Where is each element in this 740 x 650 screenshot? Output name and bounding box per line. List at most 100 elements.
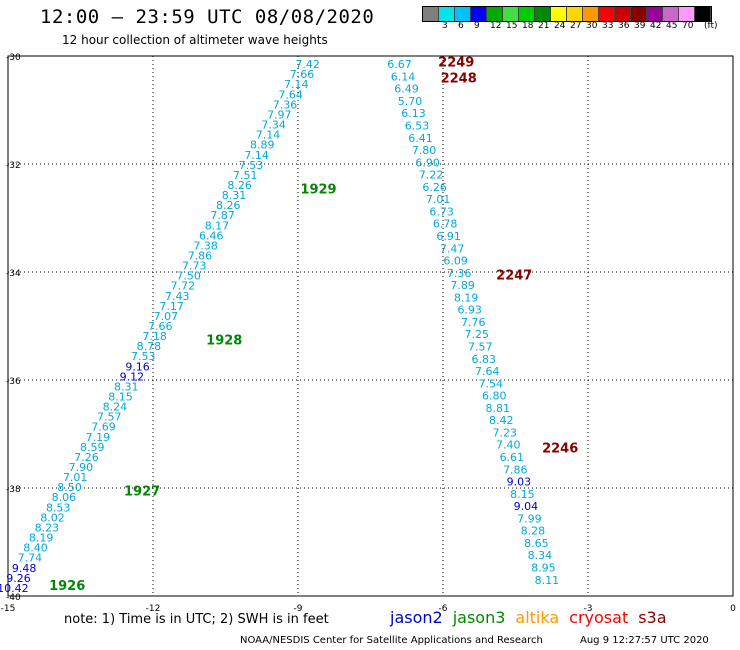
wave-height-label: 9.12 xyxy=(120,370,145,383)
wave-height-label: 9.03 xyxy=(507,476,532,489)
color-scale-label: 18 xyxy=(522,21,534,31)
wave-height-label: 7.50 xyxy=(176,270,201,283)
y-tick-label: -34 xyxy=(6,269,21,279)
pass-time-label: 2249 xyxy=(438,55,474,70)
color-scale-cell xyxy=(487,7,503,21)
wave-height-label: 7.53 xyxy=(239,159,264,172)
color-scale-label: 42 xyxy=(650,21,662,31)
wave-height-label: 8.78 xyxy=(137,340,162,353)
wave-height-label: 8.26 xyxy=(227,179,252,192)
color-scale-cell xyxy=(631,7,647,21)
legend-item-s3a: s3a xyxy=(638,608,667,627)
y-tick-label: -38 xyxy=(6,485,21,495)
wave-height-label: 8.17 xyxy=(205,219,230,232)
wave-height-label: 8.11 xyxy=(535,574,560,587)
satellite-legend: jason2 jason3 altika cryosat s3a xyxy=(390,608,667,627)
wave-height-label: 7.86 xyxy=(188,249,213,262)
y-tick-label: -30 xyxy=(6,53,21,63)
wave-height-label: 7.53 xyxy=(131,350,156,363)
legend-item-jason3: jason3 xyxy=(452,608,506,627)
legend-item-cryosat: cryosat xyxy=(569,608,629,627)
wave-height-label: 8.28 xyxy=(521,525,546,538)
wave-height-label: 8.50 xyxy=(57,481,82,494)
wave-height-label: 8.34 xyxy=(528,549,553,562)
wave-height-label: 9.04 xyxy=(514,500,539,513)
wave-height-label: 5.70 xyxy=(398,95,423,108)
wave-height-label: 7.38 xyxy=(193,239,218,252)
wave-height-label: 8.42 xyxy=(489,414,514,427)
wave-height-label: 6.78 xyxy=(433,218,458,231)
x-tick-label: -3 xyxy=(584,604,593,614)
wave-height-label: 8.26 xyxy=(216,199,241,212)
wave-height-label: 8.53 xyxy=(46,501,71,514)
wave-height-label: 6.13 xyxy=(401,107,426,120)
color-scale-label: 21 xyxy=(538,21,550,31)
wave-height-label: 7.66 xyxy=(290,68,315,81)
wave-height-label: 8.24 xyxy=(103,401,128,414)
legend-item-altika: altika xyxy=(515,608,560,627)
credit-text: NOAA/NESDIS Center for Satellite Applica… xyxy=(240,635,543,646)
color-scale-label: 70 xyxy=(682,21,694,31)
wave-height-label: 7.86 xyxy=(503,463,528,476)
wave-height-label: 6.53 xyxy=(405,119,430,132)
wave-height-label: 7.26 xyxy=(74,451,99,464)
wave-height-label: 8.65 xyxy=(524,537,549,550)
wave-height-label: 7.14 xyxy=(284,78,309,91)
wave-height-label: 6.80 xyxy=(482,390,507,403)
wave-height-label: 6.83 xyxy=(471,353,496,366)
wave-height-label: 7.01 xyxy=(63,471,88,484)
x-tick-label: -15 xyxy=(1,604,16,614)
wave-height-label: 7.80 xyxy=(412,144,437,157)
wave-height-label: 6.67 xyxy=(387,58,412,71)
x-tick-label: 0 xyxy=(730,604,736,614)
y-tick-label: -40 xyxy=(6,593,21,603)
wave-height-label: 8.15 xyxy=(108,391,133,404)
wave-height-label: 7.14 xyxy=(244,149,269,162)
color-scale-label: 45 xyxy=(666,21,678,31)
wave-height-label: 7.34 xyxy=(261,119,286,132)
color-scale-unit: (ft) xyxy=(704,21,718,31)
wave-height-label: 7.87 xyxy=(210,209,235,222)
color-scale-label: 27 xyxy=(570,21,582,31)
wave-height-label: 7.64 xyxy=(278,88,303,101)
wave-height-label: 8.19 xyxy=(454,291,479,304)
wave-height-label: 6.93 xyxy=(457,304,482,317)
wave-height-label: 8.89 xyxy=(250,139,275,152)
page-subtitle: 12 hour collection of altimeter wave hei… xyxy=(62,33,328,47)
color-scale-label: 30 xyxy=(586,21,598,31)
wave-height-label: 7.25 xyxy=(464,328,489,341)
color-scale-cell xyxy=(647,7,663,21)
color-scale-label: 15 xyxy=(506,21,518,31)
wave-height-label: 6.46 xyxy=(199,229,224,242)
wave-height-label: 7.66 xyxy=(148,320,173,333)
wave-height-label: 7.74 xyxy=(18,552,43,565)
wave-height-label: 6.26 xyxy=(422,181,447,194)
color-scale-label: 6 xyxy=(458,21,464,31)
wave-height-label: 8.40 xyxy=(23,542,48,555)
page-title: 12:00 – 23:59 UTC 08/08/2020 xyxy=(40,6,375,28)
wave-height-label: 7.47 xyxy=(440,242,465,255)
x-tick-label: -9 xyxy=(294,604,303,614)
wave-height-label: 7.19 xyxy=(86,431,111,444)
wave-height-label: 9.48 xyxy=(12,562,37,575)
color-scale-cell xyxy=(695,7,711,21)
x-tick-label: -12 xyxy=(146,604,161,614)
wave-height-label: 8.31 xyxy=(222,189,247,202)
pass-time-label: 1928 xyxy=(206,334,242,349)
wave-height-label: 7.43 xyxy=(165,290,190,303)
wave-height-label: 10.42 xyxy=(0,582,29,595)
wave-height-label: 7.42 xyxy=(295,58,320,71)
wave-height-label: 7.36 xyxy=(447,267,472,280)
generated-timestamp: Aug 9 12:27:57 UTC 2020 xyxy=(580,635,709,646)
color-scale-cell xyxy=(455,7,471,21)
wave-height-label: 7.89 xyxy=(450,279,475,292)
pass-time-label: 2246 xyxy=(542,442,578,457)
wave-height-label: 8.31 xyxy=(114,380,139,393)
wave-height-label: 7.97 xyxy=(267,108,292,121)
color-scale-cell xyxy=(663,7,679,21)
wave-height-label: 7.90 xyxy=(69,461,94,474)
wave-height-label: 9.26 xyxy=(6,572,31,585)
color-scale-bar xyxy=(422,6,712,22)
wave-height-label: 6.41 xyxy=(408,132,433,145)
wave-height-label: 6.90 xyxy=(415,156,440,169)
